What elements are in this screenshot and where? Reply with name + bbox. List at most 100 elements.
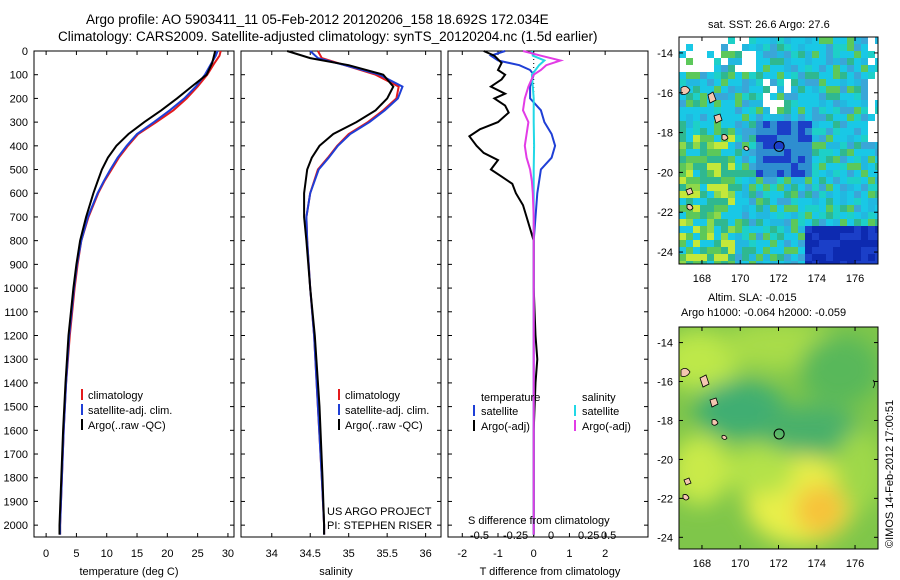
sst-cell bbox=[707, 149, 714, 156]
sst-cell bbox=[714, 128, 721, 135]
sst-cell bbox=[770, 205, 777, 212]
sst-cell bbox=[763, 121, 770, 128]
sst-cell bbox=[735, 170, 742, 177]
sst-cell bbox=[728, 128, 735, 135]
sst-cell bbox=[819, 65, 826, 72]
sst-cell bbox=[756, 58, 763, 65]
sst-cell bbox=[707, 156, 714, 163]
sst-cell bbox=[714, 156, 721, 163]
sst-cell bbox=[854, 37, 861, 44]
panel-salinity: 34 34.5 35 35.5 36 salinity climatology satelli… bbox=[240, 50, 442, 578]
sst-cell bbox=[791, 72, 798, 79]
sst-cell bbox=[763, 212, 770, 219]
sst-cell bbox=[763, 72, 770, 79]
sst-cell bbox=[686, 219, 693, 226]
sst-cell bbox=[749, 212, 756, 219]
sst-cell bbox=[854, 261, 861, 264]
sst-cell bbox=[742, 254, 749, 261]
sst-cell bbox=[721, 177, 728, 184]
sst-cell bbox=[826, 247, 833, 254]
sst-cell bbox=[749, 170, 756, 177]
sst-cell bbox=[812, 261, 819, 264]
sst-cell bbox=[805, 184, 812, 191]
sst-cell bbox=[868, 233, 875, 240]
sst-cell bbox=[854, 219, 861, 226]
sst-cell bbox=[861, 135, 868, 142]
depth-tick-label: 400 bbox=[10, 141, 28, 153]
sst-cell bbox=[742, 233, 749, 240]
sst-cell bbox=[840, 79, 847, 86]
depth-tick-label: 1600 bbox=[4, 425, 28, 437]
depth-tick-label: 100 bbox=[10, 70, 28, 82]
sst-cell bbox=[686, 198, 693, 205]
sst-cell bbox=[875, 184, 878, 191]
sst-cell bbox=[798, 191, 805, 198]
sst-cell bbox=[819, 177, 826, 184]
sst-cell bbox=[728, 198, 735, 205]
sst-cell bbox=[805, 177, 812, 184]
sst-cell bbox=[784, 135, 791, 142]
sst-cell bbox=[861, 121, 868, 128]
sst-cell bbox=[735, 114, 742, 121]
sst-cell bbox=[847, 240, 854, 247]
sst-cell bbox=[819, 156, 826, 163]
legend-label: Argo(-adj) bbox=[582, 421, 631, 433]
sst-cell bbox=[749, 177, 756, 184]
header-line1: Argo profile: AO 5903411_11 05-Feb-2012 … bbox=[86, 12, 549, 27]
sst-cell bbox=[693, 100, 700, 107]
sst-cell bbox=[735, 219, 742, 226]
sst-cell bbox=[826, 51, 833, 58]
sst-cell bbox=[777, 86, 784, 93]
sst-cell bbox=[686, 79, 693, 86]
sst-cell bbox=[868, 247, 875, 254]
sla-heatmap bbox=[679, 327, 878, 549]
sst-cell bbox=[791, 177, 798, 184]
sst-cell bbox=[819, 163, 826, 170]
sst-cell bbox=[742, 114, 749, 121]
sst-cell bbox=[777, 114, 784, 121]
sst-cell bbox=[875, 107, 878, 114]
sst-cell bbox=[742, 163, 749, 170]
sst-cell bbox=[812, 114, 819, 121]
sst-cell bbox=[728, 156, 735, 163]
sst-cell bbox=[812, 198, 819, 205]
sst-cell bbox=[728, 226, 735, 233]
sst-cell bbox=[749, 184, 756, 191]
sst-cell bbox=[763, 198, 770, 205]
sst-cell bbox=[721, 198, 728, 205]
sst-cell bbox=[686, 114, 693, 121]
depth-tick-label: 900 bbox=[10, 259, 28, 271]
sst-cell bbox=[763, 184, 770, 191]
sst-cell bbox=[770, 163, 777, 170]
sst-cell bbox=[854, 93, 861, 100]
sst-cell bbox=[763, 191, 770, 198]
sst-cell bbox=[854, 128, 861, 135]
sst-cell bbox=[686, 170, 693, 177]
sst-cell bbox=[847, 135, 854, 142]
sst-cell bbox=[847, 107, 854, 114]
sst-cell bbox=[840, 114, 847, 121]
panel-frame bbox=[447, 50, 649, 538]
sst-cell bbox=[707, 254, 714, 261]
sst-cell bbox=[693, 79, 700, 86]
sst-cell bbox=[728, 114, 735, 121]
depth-tick-label: 0 bbox=[22, 46, 28, 58]
sst-cell bbox=[756, 128, 763, 135]
sst-cell bbox=[791, 114, 798, 121]
map-x-tick-label: 176 bbox=[846, 558, 864, 570]
sst-cell bbox=[686, 149, 693, 156]
sst-cell bbox=[749, 86, 756, 93]
sst-cell bbox=[742, 128, 749, 135]
sst-cell bbox=[728, 107, 735, 114]
sst-cell bbox=[805, 198, 812, 205]
sst-cell bbox=[693, 226, 700, 233]
sst-cell bbox=[847, 170, 854, 177]
sst-cell bbox=[805, 142, 812, 149]
sst-cell bbox=[714, 212, 721, 219]
sst-cell bbox=[826, 65, 833, 72]
series-line-s-argo-adj- bbox=[521, 50, 565, 535]
sst-cell bbox=[770, 121, 777, 128]
sst-cell bbox=[854, 58, 861, 65]
legend-label: Argo(-adj) bbox=[481, 421, 530, 433]
sst-cell bbox=[819, 261, 826, 264]
